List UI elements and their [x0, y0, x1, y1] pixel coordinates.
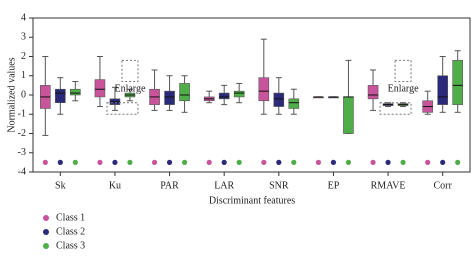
inset-frame	[379, 102, 412, 115]
box	[343, 96, 354, 134]
x-tick-label: EP	[328, 180, 340, 191]
inset-frame	[106, 102, 139, 115]
marker	[330, 159, 337, 165]
legend-label: Class 2	[56, 226, 85, 237]
marker	[440, 159, 446, 165]
box	[55, 88, 66, 103]
y-axis-label: Normalized values	[6, 57, 17, 132]
marker	[315, 159, 322, 165]
marker	[181, 159, 188, 165]
annotation: Enlarge	[388, 84, 419, 95]
legend-label: Class 3	[56, 240, 85, 251]
y-tick-label: 3	[21, 32, 26, 43]
box	[233, 90, 245, 98]
y-tick-label: -2	[18, 128, 26, 139]
y-tick-label: -4	[18, 166, 26, 177]
box	[218, 92, 230, 100]
marker	[221, 159, 227, 165]
y-tick-label: 1	[21, 70, 26, 81]
box	[288, 98, 300, 109]
marker	[385, 159, 391, 165]
marker	[97, 159, 103, 165]
box	[273, 92, 285, 107]
box	[258, 77, 270, 102]
annotation: Enlarge	[114, 84, 145, 95]
box	[164, 90, 175, 105]
x-tick-label: Sk	[55, 180, 66, 191]
x-tick-label: RMAVE	[371, 180, 406, 191]
marker	[291, 159, 297, 165]
legend-marker	[43, 229, 49, 235]
marker	[400, 159, 406, 165]
marker	[236, 159, 242, 165]
marker	[127, 159, 133, 165]
marker	[112, 159, 118, 165]
box	[367, 85, 379, 100]
y-tick-label: 0	[21, 89, 26, 100]
box	[94, 79, 106, 98]
marker	[261, 159, 267, 165]
box	[70, 88, 81, 96]
x-tick-label: LAR	[214, 180, 234, 191]
marker	[425, 159, 431, 165]
marker	[57, 159, 63, 165]
x-tick-label: PAR	[160, 180, 179, 191]
marker	[72, 159, 78, 165]
legend-label: Class 1	[56, 212, 85, 223]
y-tick-label: 4	[21, 12, 26, 23]
y-tick-label: 2	[21, 51, 26, 62]
y-tick-label: -3	[18, 147, 26, 158]
x-tick-label: SNR	[269, 180, 289, 191]
inset-frame	[121, 59, 139, 83]
box	[179, 83, 190, 102]
x-axis-label: Discriminant features	[209, 195, 295, 206]
legend-marker	[43, 215, 49, 221]
inset-frame	[394, 59, 412, 83]
box	[437, 75, 448, 105]
marker	[151, 159, 158, 165]
marker	[455, 159, 461, 165]
marker	[166, 159, 173, 165]
legend-marker	[43, 243, 49, 249]
marker	[370, 159, 376, 165]
marker	[42, 159, 48, 165]
box	[452, 60, 463, 105]
marker	[206, 159, 212, 165]
marker	[276, 159, 282, 165]
marker	[345, 159, 352, 165]
x-tick-label: Ku	[109, 180, 121, 191]
y-tick-label: -1	[18, 109, 26, 120]
x-tick-label: Corr	[434, 180, 453, 191]
